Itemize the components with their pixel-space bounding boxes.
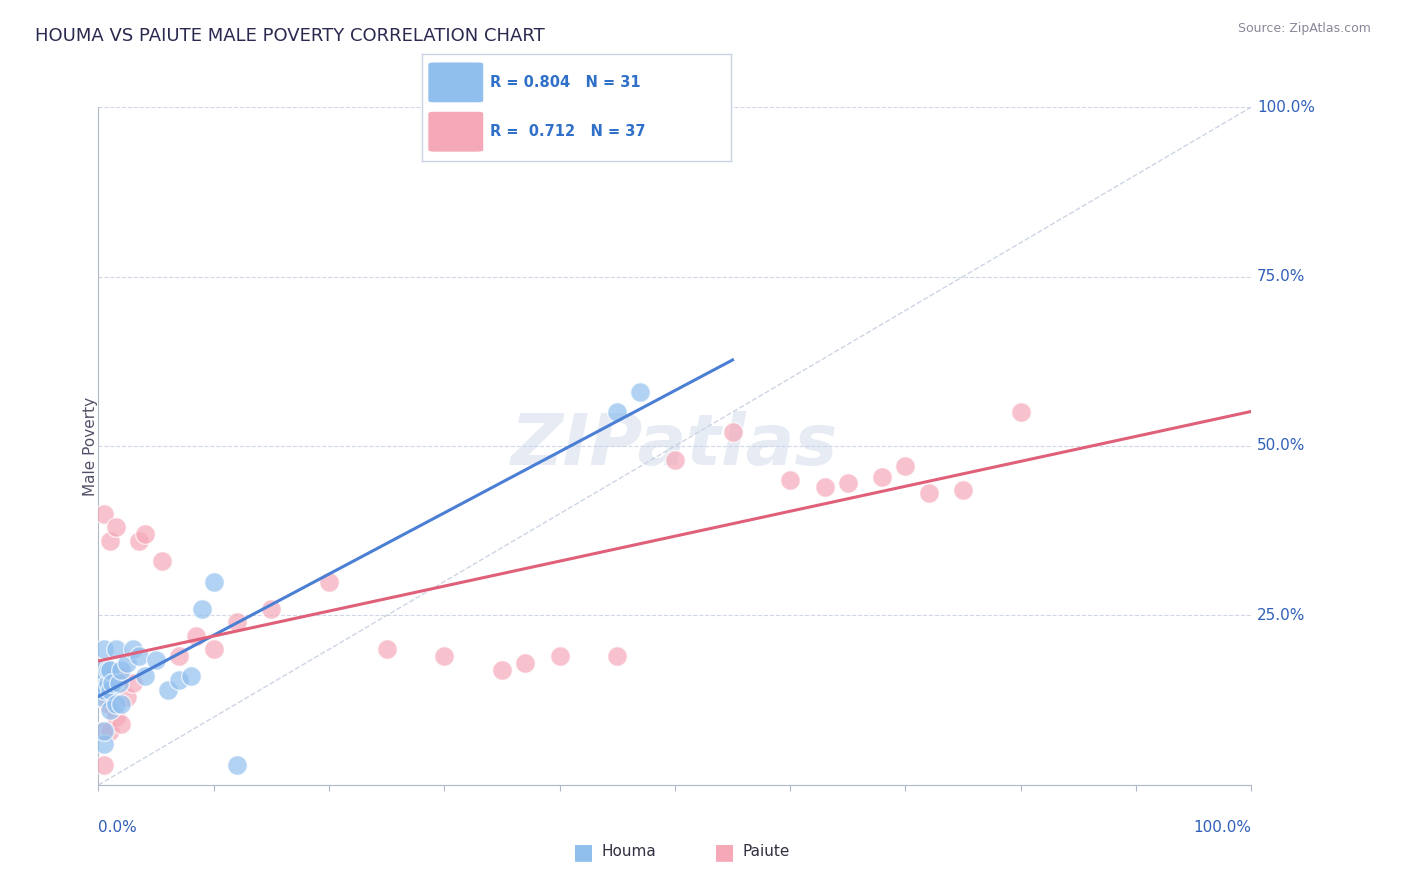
Point xyxy=(180,669,202,683)
Y-axis label: Male Poverty: Male Poverty xyxy=(83,396,97,496)
Point xyxy=(98,683,121,698)
Text: ■: ■ xyxy=(574,842,593,862)
Point xyxy=(145,652,167,666)
Point xyxy=(202,574,225,589)
Point xyxy=(97,697,120,711)
Point xyxy=(128,533,150,548)
Point xyxy=(93,507,115,521)
Point xyxy=(93,737,115,751)
Point xyxy=(93,757,115,772)
Point xyxy=(134,527,156,541)
Point xyxy=(90,723,112,738)
Point xyxy=(98,703,121,717)
Point xyxy=(108,676,131,690)
Point xyxy=(872,469,894,483)
Text: ZIPatlas: ZIPatlas xyxy=(512,411,838,481)
Point xyxy=(167,649,190,664)
Point xyxy=(167,673,190,687)
Text: ■: ■ xyxy=(714,842,734,862)
Point xyxy=(191,601,214,615)
Point xyxy=(117,690,139,704)
Point xyxy=(104,642,127,657)
Point xyxy=(260,601,283,615)
Point xyxy=(93,723,115,738)
Text: Source: ZipAtlas.com: Source: ZipAtlas.com xyxy=(1237,22,1371,36)
Text: 100.0%: 100.0% xyxy=(1257,100,1315,114)
Point xyxy=(93,642,115,657)
Point xyxy=(917,486,939,500)
Text: 0.0%: 0.0% xyxy=(98,821,138,836)
Point xyxy=(90,663,112,677)
Point xyxy=(186,629,208,643)
Point xyxy=(101,676,124,690)
Point xyxy=(90,676,112,690)
FancyBboxPatch shape xyxy=(427,62,484,103)
Point xyxy=(664,452,686,467)
Point xyxy=(225,757,247,772)
Point xyxy=(97,663,120,677)
Point xyxy=(628,384,651,399)
Point xyxy=(110,717,132,731)
Point xyxy=(225,615,247,630)
Point xyxy=(318,574,340,589)
Point xyxy=(433,649,456,664)
Point xyxy=(134,669,156,683)
Point xyxy=(90,690,112,704)
Point xyxy=(104,697,127,711)
Text: Paiute: Paiute xyxy=(742,845,790,859)
Point xyxy=(1010,405,1032,419)
Point xyxy=(117,656,139,670)
Point xyxy=(122,676,145,690)
Point xyxy=(156,683,179,698)
Text: Houma: Houma xyxy=(602,845,657,859)
Point xyxy=(202,642,225,657)
Point xyxy=(548,649,571,664)
Point xyxy=(606,405,628,419)
Text: R = 0.804   N = 31: R = 0.804 N = 31 xyxy=(489,75,641,90)
Point xyxy=(122,642,145,657)
Point xyxy=(98,663,121,677)
Point xyxy=(606,649,628,664)
Point xyxy=(104,710,127,724)
Text: 100.0%: 100.0% xyxy=(1194,821,1251,836)
Point xyxy=(97,676,120,690)
Text: HOUMA VS PAIUTE MALE POVERTY CORRELATION CHART: HOUMA VS PAIUTE MALE POVERTY CORRELATION… xyxy=(35,27,546,45)
Point xyxy=(721,425,744,440)
Point xyxy=(110,669,132,683)
Point xyxy=(375,642,398,657)
Point xyxy=(814,480,837,494)
Point xyxy=(837,476,859,491)
Text: 75.0%: 75.0% xyxy=(1257,269,1306,284)
Point xyxy=(513,656,536,670)
Point xyxy=(98,533,121,548)
Point xyxy=(491,663,513,677)
Text: R =  0.712   N = 37: R = 0.712 N = 37 xyxy=(489,124,645,139)
Point xyxy=(150,554,173,568)
Point xyxy=(894,459,917,474)
Text: 50.0%: 50.0% xyxy=(1257,439,1306,453)
Point xyxy=(93,683,115,698)
Point xyxy=(110,697,132,711)
Point xyxy=(98,723,121,738)
Point xyxy=(128,649,150,664)
Point xyxy=(779,473,801,487)
Point xyxy=(104,520,127,534)
Point xyxy=(952,483,974,497)
FancyBboxPatch shape xyxy=(427,112,484,152)
Point xyxy=(110,663,132,677)
Text: 25.0%: 25.0% xyxy=(1257,608,1306,623)
